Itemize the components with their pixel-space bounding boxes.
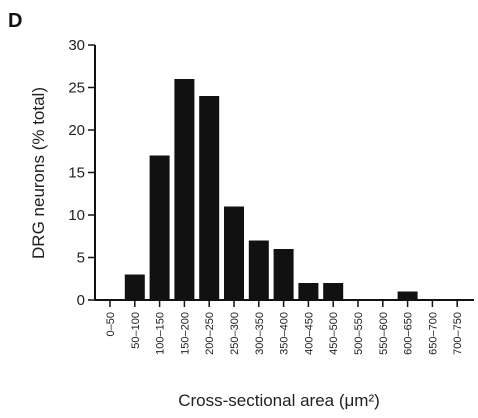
bar — [174, 79, 195, 300]
y-tick-label: 0 — [77, 292, 85, 309]
bars — [124, 79, 418, 300]
bar — [124, 274, 145, 300]
x-tick-label: 300–350 — [254, 312, 266, 355]
y-tick-label: 30 — [68, 37, 85, 54]
x-tick-label: 250–300 — [229, 312, 241, 355]
x-tick-label: 350–400 — [279, 312, 291, 355]
bar — [224, 206, 244, 300]
y-tick-label: 15 — [68, 165, 85, 182]
y-axis: 0 5 10 15 20 25 30 — [68, 37, 96, 309]
y-tick-label: 10 — [68, 207, 85, 224]
bar — [323, 283, 344, 300]
x-tick-label: 550–600 — [378, 312, 390, 355]
bar — [397, 291, 418, 300]
panel-label: D — [8, 10, 22, 32]
bar — [248, 240, 269, 300]
bar — [149, 155, 170, 300]
y-tick-label: 5 — [77, 250, 85, 267]
y-axis-label: DRG neurons (% total) — [29, 87, 48, 259]
x-tick-label: 650–700 — [427, 312, 439, 355]
x-axis: 0–50 50–100 100–150 150–200 200–250 250–300 30… — [95, 299, 474, 355]
x-tick-label: 400–450 — [303, 312, 315, 355]
x-tick-label: 700–750 — [452, 312, 464, 355]
x-tick-label: 200–250 — [204, 312, 216, 355]
x-tick-label: 0–50 — [105, 312, 117, 336]
y-tick-label: 20 — [68, 122, 85, 139]
bar — [273, 249, 294, 300]
x-tick-label: 50–100 — [130, 312, 142, 349]
x-tick-label: 450–500 — [328, 312, 340, 355]
y-tick-label: 25 — [68, 80, 85, 97]
bar — [298, 283, 319, 300]
bar — [199, 96, 220, 300]
x-axis-label: Cross-sectional area (μm²) — [178, 391, 380, 410]
x-tick-label: 150–200 — [179, 312, 191, 355]
x-tick-label: 500–550 — [353, 312, 365, 355]
x-tick-label: 600–650 — [403, 312, 415, 355]
x-tick-label: 100–150 — [155, 312, 167, 355]
